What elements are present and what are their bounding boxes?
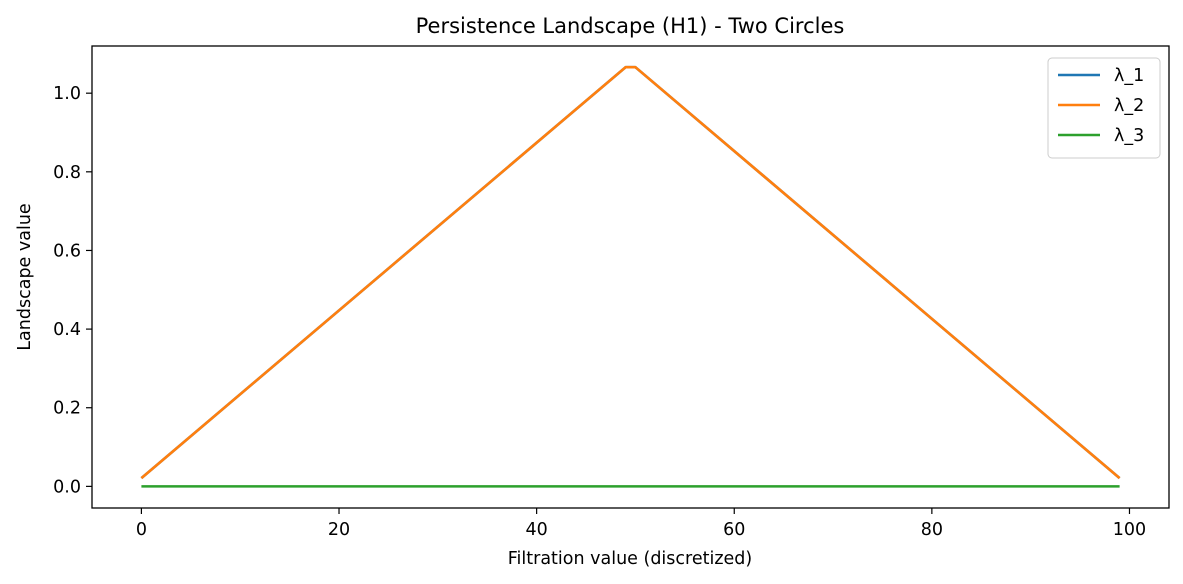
legend-box <box>1047 57 1161 159</box>
series-line-1 <box>140 65 1121 480</box>
x-tick-label: 60 <box>723 520 745 540</box>
legend: λ_1 λ_2 λ_3 <box>1047 57 1161 159</box>
chart-title: Persistence Landscape (H1) - Two Circles <box>416 14 845 38</box>
y-tick-label: 0.2 <box>53 399 81 419</box>
x-tick-label: 20 <box>328 520 350 540</box>
y-tick-label: 0.8 <box>53 163 81 183</box>
x-axis-label: Filtration value (discretized) <box>508 549 752 569</box>
legend-label: λ_2 <box>1114 96 1144 116</box>
x-tick-label: 40 <box>525 520 547 540</box>
y-axis-label: Landscape value <box>15 203 35 350</box>
x-tick-label: 0 <box>136 520 147 540</box>
y-tick-label: 0.6 <box>53 241 81 261</box>
plot-area: 0 20 40 60 80 100 0.0 0.2 0.4 0.6 0.8 1.0 <box>53 45 1170 540</box>
x-tick-label: 100 <box>1113 520 1146 540</box>
x-tick-label: 80 <box>921 520 943 540</box>
axes-frame <box>91 45 1170 509</box>
y-tick-label: 0.4 <box>53 320 81 340</box>
y-tick-label: 0.0 <box>53 477 81 497</box>
y-tick-label: 1.0 <box>53 84 81 104</box>
series-line-2 <box>140 65 1121 480</box>
legend-label: λ_3 <box>1114 126 1144 146</box>
legend-label: λ_1 <box>1114 66 1144 86</box>
